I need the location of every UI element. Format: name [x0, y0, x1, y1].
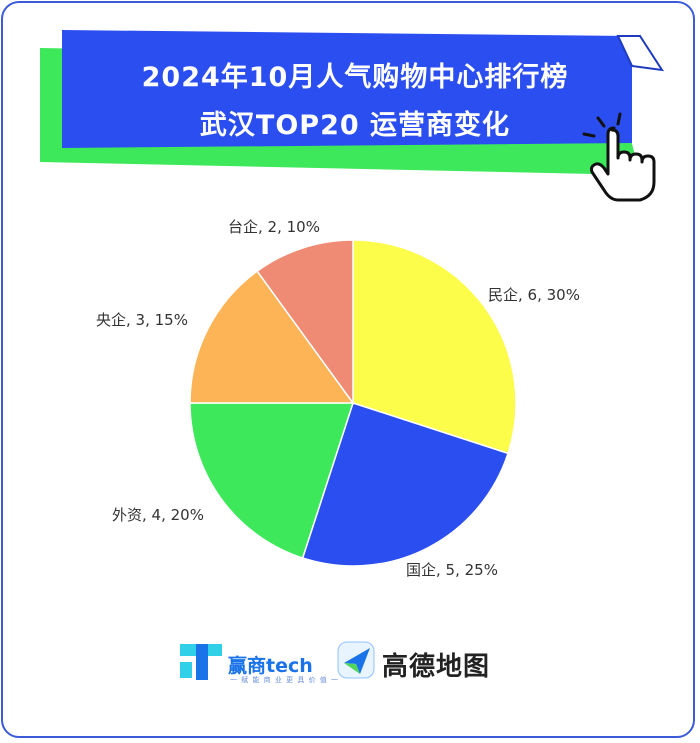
pointer-hand-icon	[582, 112, 656, 202]
pie-chart: 民企, 6, 30% 国企, 5, 25% 外资, 4, 20% 央企, 3, 15%…	[96, 218, 580, 579]
chart-title-line-2: 武汉TOP20 运营商变化	[199, 110, 511, 141]
banner-folded-corner	[616, 35, 665, 72]
slice-label-3: 央企, 3, 15%	[96, 311, 188, 329]
yingshang-logo-icon	[180, 644, 222, 680]
pie-slice-4	[256, 239, 354, 406]
slice-label-4: 台企, 2, 10%	[228, 218, 320, 236]
yingshang-slogan: 一 赋 能 商 业 更 具 价 值 一	[230, 676, 340, 684]
footer-logos	[180, 641, 375, 680]
slice-label-1: 国企, 5, 25%	[406, 561, 498, 579]
amap-logo-icon	[337, 641, 375, 679]
yingshang-logo-text: 赢商tech	[228, 655, 313, 677]
slice-label-2: 外资, 4, 20%	[112, 506, 204, 524]
pie-slice-1	[301, 402, 509, 567]
slice-label-0: 民企, 6, 30%	[488, 286, 580, 304]
amap-logo-text: 高德地图	[382, 652, 491, 682]
pie-slice-0	[352, 239, 517, 455]
banner-blue-band	[62, 30, 632, 148]
pie-slice-3	[189, 270, 355, 404]
title-banner	[40, 30, 665, 202]
chart-title-line-1: 2024年10月人气购物中心排行榜	[141, 62, 569, 93]
pie-slice-2	[189, 402, 355, 559]
